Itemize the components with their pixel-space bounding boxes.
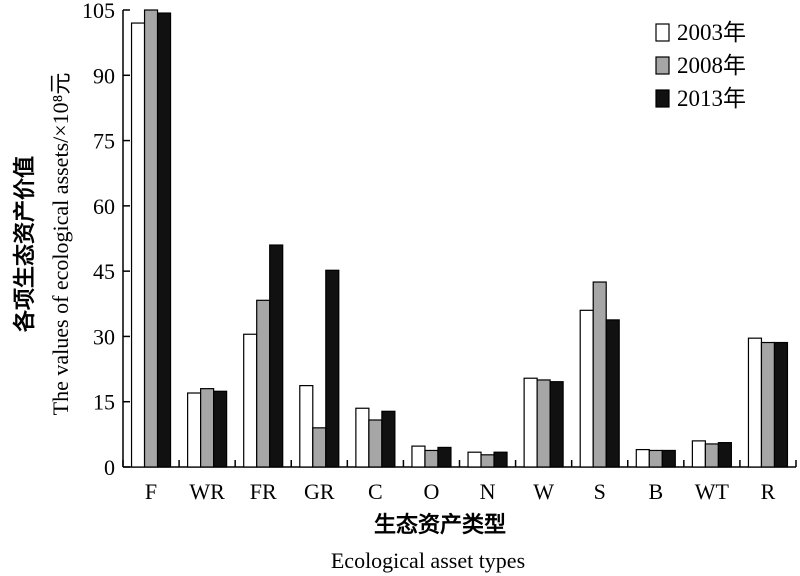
bar-S-2013年 bbox=[605, 319, 620, 468]
x-category-label: WT bbox=[695, 479, 730, 504]
bar-B-2013年 bbox=[661, 449, 676, 468]
bar-R-2013年 bbox=[773, 341, 789, 468]
legend-swatch bbox=[655, 56, 670, 75]
legend-label: 2008年 bbox=[677, 53, 746, 78]
legend-label: 2013年 bbox=[677, 86, 746, 111]
x-category-label: O bbox=[424, 479, 440, 504]
x-category-label: S bbox=[594, 479, 606, 504]
bar-WT-2013年 bbox=[717, 442, 732, 468]
bar-WT-2008年 bbox=[704, 443, 719, 468]
bar-R-2003年 bbox=[747, 337, 763, 468]
bar-S-2008年 bbox=[592, 281, 607, 468]
bar-F-2008年 bbox=[143, 9, 159, 468]
bar-FR-2008年 bbox=[256, 299, 271, 468]
bar-WR-2008年 bbox=[200, 388, 215, 468]
bar-GR-2013年 bbox=[325, 269, 340, 468]
y-tick-label: 90 bbox=[93, 63, 115, 88]
y-tick-label: 30 bbox=[93, 324, 115, 349]
x-category-label: WR bbox=[189, 479, 225, 504]
bar-WR-2013年 bbox=[213, 390, 228, 468]
bar-N-2013年 bbox=[493, 451, 508, 468]
bar-O-2013年 bbox=[437, 446, 452, 468]
bar-GR-2008年 bbox=[312, 427, 327, 468]
bar-WT-2003年 bbox=[691, 440, 706, 468]
bar-WR-2003年 bbox=[187, 392, 202, 468]
x-category-label: R bbox=[761, 479, 776, 504]
x-category-label: FR bbox=[250, 479, 277, 504]
x-axis-title-en: Ecological asset types bbox=[331, 548, 525, 573]
x-category-label: W bbox=[533, 479, 554, 504]
bar-R-2008年 bbox=[760, 341, 776, 468]
bar-N-2003年 bbox=[467, 451, 482, 468]
bar-FR-2013年 bbox=[269, 244, 284, 468]
y-tick-label: 60 bbox=[93, 194, 115, 219]
bar-B-2003年 bbox=[635, 448, 650, 468]
bar-O-2003年 bbox=[411, 445, 426, 468]
x-axis-title-cn: 生态资产类型 bbox=[374, 512, 506, 538]
bar-S-2003年 bbox=[579, 309, 594, 468]
axes: 0 15 30 45 60 75 90 105 F WR FR GR C O N W S B WT R bbox=[82, 0, 797, 504]
legend-label: 2003年 bbox=[677, 20, 746, 45]
x-category-label: GR bbox=[304, 479, 335, 504]
x-category-label: B bbox=[648, 479, 663, 504]
bar-W-2008年 bbox=[536, 379, 551, 468]
bar-FR-2003年 bbox=[243, 333, 258, 468]
bar-C-2008年 bbox=[368, 419, 383, 468]
legend-swatch bbox=[655, 89, 670, 108]
y-tick-label: 45 bbox=[93, 259, 115, 284]
x-category-label: F bbox=[145, 479, 157, 504]
bar-GR-2003年 bbox=[299, 385, 314, 468]
legend: 2003年 2008年 2013年 bbox=[655, 20, 746, 111]
bar-B-2008年 bbox=[648, 449, 663, 468]
bar-C-2013年 bbox=[381, 410, 396, 468]
bar-F-2013年 bbox=[156, 12, 172, 468]
bar-C-2003年 bbox=[355, 407, 370, 468]
y-tick-label: 15 bbox=[93, 390, 115, 415]
bar-W-2003年 bbox=[523, 377, 538, 468]
y-tick-label: 75 bbox=[93, 129, 115, 154]
bars bbox=[130, 9, 789, 468]
y-tick-label: 0 bbox=[104, 455, 115, 480]
bar-O-2008年 bbox=[424, 449, 439, 468]
y-axis-title-en: The values of ecological assets/×10⁸元 bbox=[48, 73, 73, 416]
y-tick-label: 105 bbox=[82, 0, 115, 23]
bar-W-2013年 bbox=[549, 381, 564, 468]
bar-F-2003年 bbox=[130, 22, 146, 468]
x-category-label: N bbox=[480, 479, 496, 504]
bar-N-2008年 bbox=[480, 454, 495, 468]
legend-swatch bbox=[655, 23, 670, 42]
y-axis-title-cn: 各项生态资产价值 bbox=[12, 156, 38, 333]
x-category-label: C bbox=[368, 479, 383, 504]
